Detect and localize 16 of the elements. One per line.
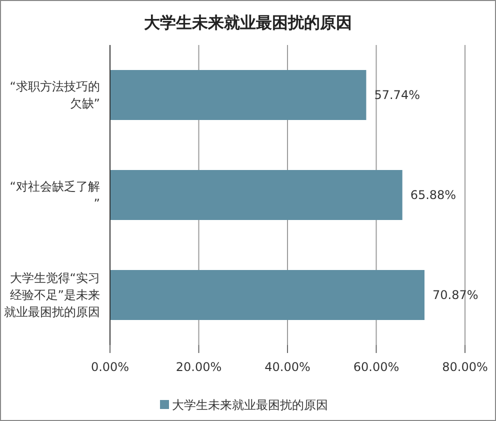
x-tick-label: 20.00% bbox=[176, 360, 222, 374]
y-tick-label: “求职方法技巧的欠缺” bbox=[10, 80, 100, 111]
x-tick-label: 60.00% bbox=[353, 360, 400, 374]
x-tick-label: 0.00% bbox=[90, 360, 130, 374]
bar bbox=[110, 270, 424, 320]
y-tick-label: “对社会缺乏了解” bbox=[10, 180, 100, 211]
chart-title: 大学生未来就业最困扰的原因 bbox=[144, 13, 352, 32]
data-label: 70.87% bbox=[432, 288, 478, 302]
x-tick-label: 40.00% bbox=[264, 360, 310, 374]
y-tick-label: 大学生觉得“实习经验不足”是未来就业最困扰的原因 bbox=[4, 271, 100, 320]
x-tick-label: 80.00% bbox=[442, 360, 488, 374]
bar bbox=[110, 70, 366, 120]
bar bbox=[110, 170, 402, 220]
data-label: 57.74% bbox=[374, 88, 420, 102]
data-label: 65.88% bbox=[410, 188, 456, 202]
legend-label: 大学生未来就业最困扰的原因 bbox=[172, 398, 328, 412]
